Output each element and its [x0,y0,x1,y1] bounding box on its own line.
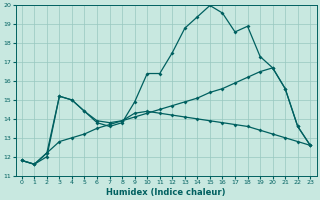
X-axis label: Humidex (Indice chaleur): Humidex (Indice chaleur) [106,188,226,197]
